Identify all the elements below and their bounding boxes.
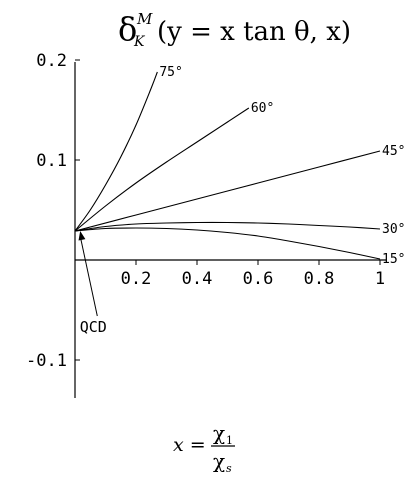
chart-title: δ M K (y = x tan θ, x) — [118, 10, 351, 50]
x-label-denominator-subscript: s — [226, 462, 232, 475]
x-label-numerator-subscript: 1 — [226, 434, 233, 447]
title-superscript: M — [136, 10, 153, 28]
x-label-denominator: χ — [213, 449, 225, 473]
series-label: 15° — [382, 252, 405, 267]
series-label: 60° — [251, 101, 274, 116]
series-line — [74, 71, 158, 232]
axis-ticks: 0.2 0.4 0.6 0.8 1 -0.1 0.1 0.2 — [26, 51, 385, 371]
qcd-arrow-line — [79, 235, 98, 317]
title-arguments: (y = x tan θ, x) — [157, 17, 351, 47]
title-subscript: K — [133, 34, 146, 50]
y-tick-label: 0.2 — [36, 51, 67, 71]
series-label: 75° — [159, 65, 182, 80]
x-label-lhs: x = — [173, 434, 206, 456]
qcd-annotation-label: QCD — [80, 318, 107, 336]
x-axis-label: x = χ 1 χ s — [173, 421, 235, 475]
x-tick-label: 0.8 — [304, 269, 335, 289]
title-delta: δ — [118, 10, 137, 48]
series-line — [74, 227, 381, 260]
x-tick-label: 0.6 — [243, 269, 274, 289]
series-line — [74, 107, 250, 232]
x-tick-label: 1 — [375, 269, 385, 289]
qcd-arrowhead — [78, 231, 86, 241]
y-tick-label: -0.1 — [26, 351, 67, 371]
series-line — [74, 221, 381, 232]
y-tick-label: 0.1 — [36, 151, 67, 171]
series-label: 30° — [382, 222, 405, 237]
x-tick-label: 0.2 — [121, 269, 152, 289]
series-line — [74, 150, 381, 232]
x-tick-label: 0.4 — [182, 269, 213, 289]
x-label-numerator: χ — [213, 421, 225, 445]
curves: 15° 30° 45° 60° 75° — [74, 65, 405, 267]
series-label: 45° — [382, 144, 405, 159]
annotations: QCD — [78, 231, 107, 336]
